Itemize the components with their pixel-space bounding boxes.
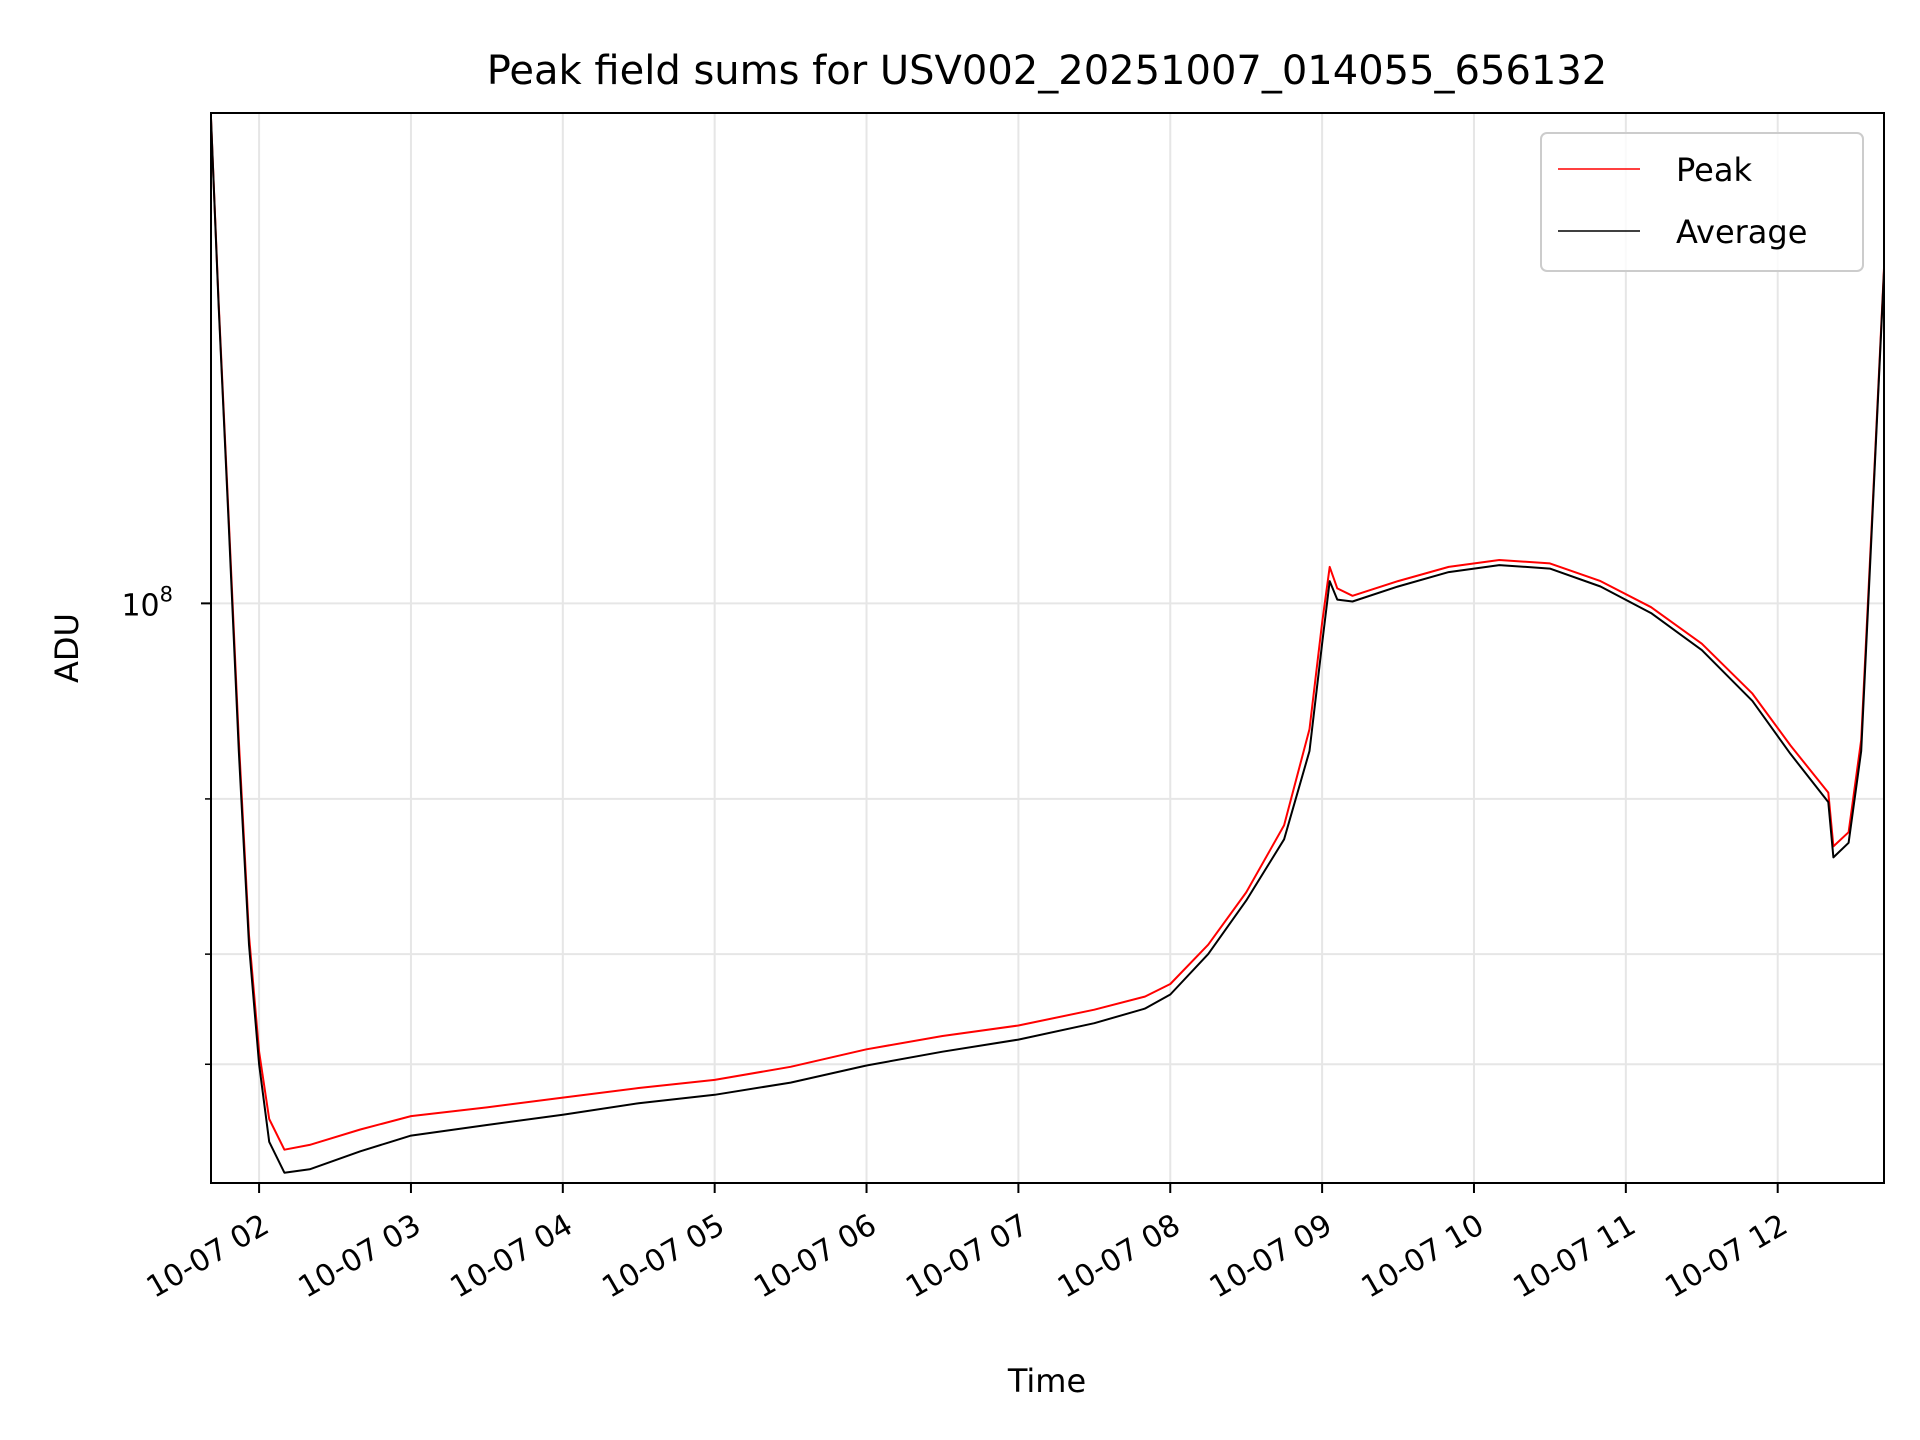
y-tick-label-base: 10 [121,588,159,623]
x-tick-label: 10-07 06 [748,1208,882,1306]
grid [211,113,1884,1183]
x-tick-label: 10-07 04 [444,1208,578,1306]
x-axis-ticks: 10-07 02 10-07 03 10-07 04 10-07 05 10-07 06… [141,1183,1794,1305]
y-axis-ticks: 108 [121,582,211,1066]
x-axis-label: Time [1007,1362,1086,1400]
y-tick-label: 108 [121,582,173,623]
x-tick-label: 10-07 07 [900,1208,1034,1306]
x-tick-label: 10-07 11 [1508,1208,1642,1306]
plot-area-frame [210,112,1885,1184]
legend: Peak Average [1540,132,1864,272]
x-tick-label: 10-07 03 [293,1208,427,1306]
legend-label-average: Average [1676,213,1807,251]
legend-frame [1540,132,1864,272]
series-line-average [210,118,1885,1174]
series-layer [210,118,1885,1174]
x-tick-label: 10-07 05 [596,1208,730,1306]
chart-title: Peak field sums for USV002_20251007_0140… [487,48,1608,94]
x-tick-label: 10-07 09 [1204,1208,1338,1306]
y-tick-label-exponent: 8 [160,582,173,606]
x-tick-label: 10-07 10 [1356,1208,1490,1306]
y-axis-label: ADU [48,613,86,683]
series-line-peak [210,118,1885,1151]
x-tick-label: 10-07 08 [1052,1208,1186,1306]
x-tick-label: 10-07 12 [1659,1208,1793,1306]
x-tick-label: 10-07 02 [141,1208,275,1306]
legend-label-peak: Peak [1676,151,1752,189]
